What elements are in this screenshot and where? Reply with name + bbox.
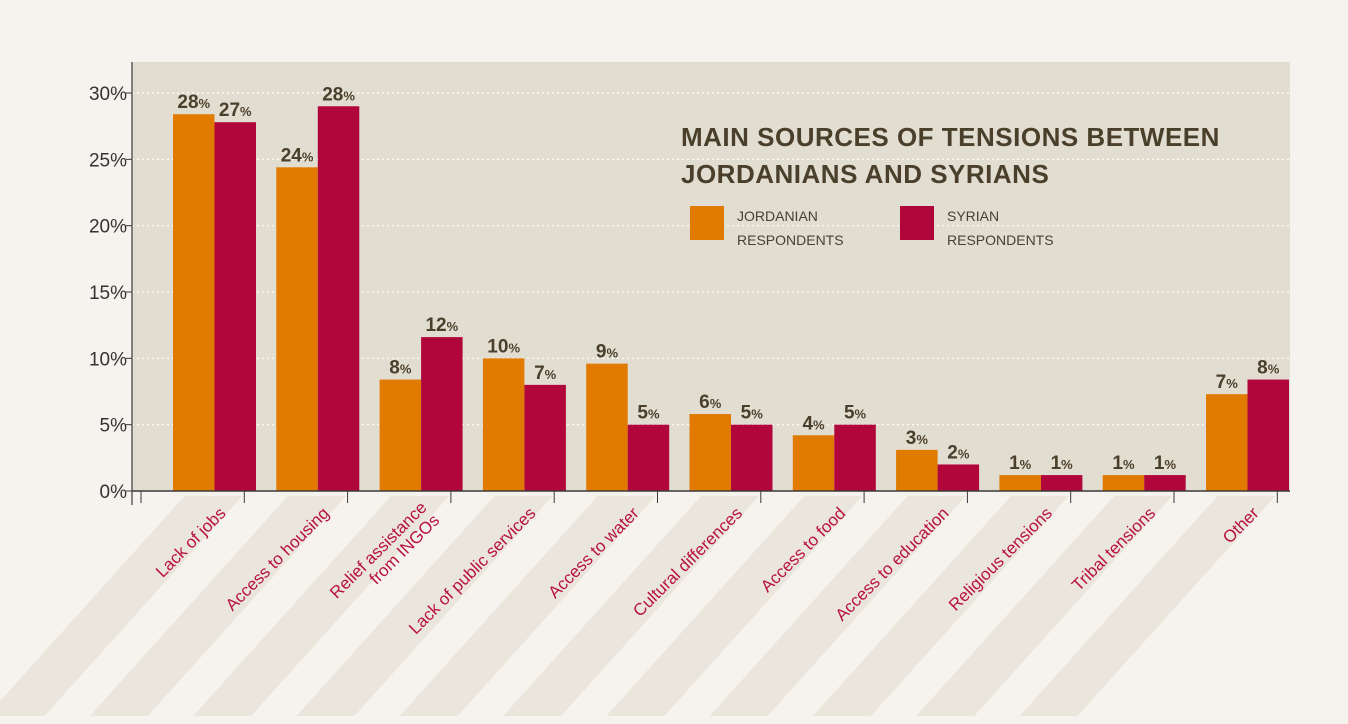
bar-syrian bbox=[937, 464, 980, 491]
data-label: 5% bbox=[844, 403, 867, 424]
label-band bbox=[89, 496, 346, 716]
data-label: 24% bbox=[281, 145, 314, 166]
bar-jordanian bbox=[1102, 475, 1145, 491]
data-label: 1% bbox=[1009, 453, 1032, 474]
data-label: 4% bbox=[802, 413, 825, 434]
y-tick-label: 15% bbox=[89, 283, 127, 304]
data-label: 7% bbox=[534, 363, 557, 384]
legend: JORDANIAN RESPONDENTS SYRIAN RESPONDENTS bbox=[690, 206, 1054, 248]
label-band bbox=[503, 496, 759, 716]
data-label: 10% bbox=[487, 336, 520, 357]
data-label: 28% bbox=[322, 84, 355, 105]
data-label: 8% bbox=[1257, 358, 1280, 379]
bar-syrian bbox=[1144, 475, 1186, 491]
y-tick-label: 25% bbox=[89, 150, 127, 171]
bar-syrian bbox=[1247, 379, 1289, 491]
bars: 28% 27% 24% 28% 8% 12% 10% 7% 9% 5% 6% 5% 4% 5% 3% 2% 1%… bbox=[173, 84, 1289, 492]
bar-syrian bbox=[524, 384, 566, 491]
chart-title-group: MAIN SOURCES OF TENSIONS BETWEEN JORDANIA… bbox=[681, 122, 1220, 189]
data-label: 5% bbox=[637, 403, 660, 424]
bar-jordanian bbox=[482, 358, 525, 491]
legend-label: RESPONDENTS bbox=[737, 232, 844, 248]
legend-swatch-syrian bbox=[900, 206, 934, 240]
label-band bbox=[0, 496, 243, 716]
label-band bbox=[916, 496, 1173, 716]
data-label: 5% bbox=[741, 403, 764, 424]
legend-label: RESPONDENTS bbox=[947, 232, 1054, 248]
data-label: 9% bbox=[596, 342, 619, 363]
data-label: 1% bbox=[1154, 453, 1177, 474]
y-tick-label: 20% bbox=[89, 217, 127, 238]
bar-jordanian bbox=[276, 167, 318, 491]
label-band bbox=[606, 496, 863, 716]
data-label: 12% bbox=[425, 315, 458, 336]
bar-jordanian bbox=[379, 379, 422, 491]
chart-title: MAIN SOURCES OF TENSIONS BETWEEN bbox=[681, 122, 1220, 152]
data-label: 7% bbox=[1216, 372, 1239, 393]
label-band bbox=[709, 496, 966, 716]
bar-syrian bbox=[834, 424, 876, 491]
label-band bbox=[296, 496, 553, 716]
legend-swatch-jordanian bbox=[690, 206, 724, 240]
bar-syrian bbox=[421, 337, 463, 491]
data-label: 1% bbox=[1051, 453, 1074, 474]
data-label: 28% bbox=[177, 92, 210, 113]
y-tick-label: 5% bbox=[100, 416, 128, 437]
y-axis: 0% 5% 10% 15% 20% 25% 30% bbox=[89, 84, 1290, 503]
legend-label: SYRIAN bbox=[947, 208, 999, 224]
data-label: 2% bbox=[947, 442, 970, 463]
bar-jordanian bbox=[999, 475, 1041, 491]
bar-syrian bbox=[214, 122, 256, 491]
data-label: 1% bbox=[1112, 453, 1135, 474]
label-band bbox=[399, 496, 656, 716]
data-label: 6% bbox=[699, 392, 722, 413]
bar-jordanian bbox=[173, 114, 215, 491]
bar-jordanian bbox=[689, 414, 731, 491]
label-band bbox=[1019, 496, 1276, 716]
y-tick-label: 0% bbox=[100, 482, 128, 503]
bar-jordanian bbox=[1206, 394, 1248, 491]
chart-title: JORDANIANS AND SYRIANS bbox=[681, 159, 1049, 189]
y-tick-label: 30% bbox=[89, 84, 127, 105]
bar-jordanian bbox=[896, 449, 938, 491]
y-tick-label: 10% bbox=[89, 349, 127, 370]
x-axis bbox=[131, 62, 1290, 505]
bar-jordanian bbox=[792, 435, 835, 491]
data-label: 3% bbox=[906, 428, 929, 449]
data-label: 27% bbox=[219, 100, 252, 121]
label-bands bbox=[0, 496, 1276, 716]
bar-syrian bbox=[1040, 475, 1083, 491]
label-band bbox=[193, 496, 450, 716]
bar-syrian bbox=[317, 106, 360, 492]
bar-syrian bbox=[731, 424, 773, 491]
bar-syrian bbox=[627, 424, 670, 491]
legend-label: JORDANIAN bbox=[737, 208, 818, 224]
bar-jordanian bbox=[586, 363, 628, 491]
label-band bbox=[812, 496, 1069, 716]
data-label: 8% bbox=[389, 358, 412, 379]
